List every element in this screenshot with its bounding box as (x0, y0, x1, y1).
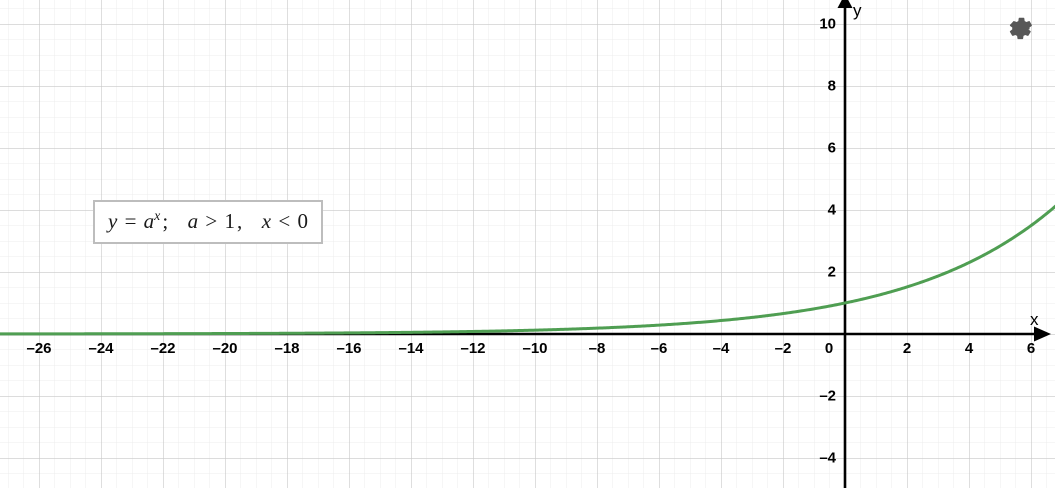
y-axis-label: y (853, 1, 862, 20)
eq-less-than: < (278, 209, 291, 233)
eq-condition-x: x (261, 209, 272, 233)
x-tick-label: –24 (88, 340, 114, 357)
y-tick-label: –4 (819, 449, 836, 467)
equation-annotation-box[interactable]: y = ax; a > 1, x < 0 (93, 200, 323, 245)
x-tick-label: 2 (902, 340, 912, 357)
y-tick-label: 8 (827, 77, 836, 95)
y-tick-label: 2 (827, 263, 836, 281)
x-tick-label: –2 (774, 340, 792, 357)
y-tick-label: 6 (827, 139, 836, 157)
eq-comma: , (237, 209, 243, 233)
eq-lhs-y: y (108, 209, 118, 233)
exponential-curve (0, 204, 1055, 336)
x-tick-label: –18 (274, 340, 300, 357)
eq-exponent-x: x (154, 208, 161, 223)
x-tick-label: –6 (650, 340, 668, 357)
x-tick-label: 0 (824, 340, 834, 357)
x-tick-label: –16 (336, 340, 362, 357)
x-axis-arrowhead (1034, 326, 1051, 342)
x-tick-label: 4 (964, 340, 974, 357)
y-axis-arrowhead (837, 0, 853, 8)
x-tick-label: –14 (398, 340, 424, 357)
eq-equals: = (124, 209, 137, 233)
x-tick-label: –26 (26, 340, 52, 357)
y-tick-label: 10 (819, 15, 836, 33)
x-tick-label: –12 (460, 340, 486, 357)
y-tick-label: 4 (827, 201, 836, 219)
eq-one: 1 (224, 209, 236, 233)
eq-greater-than: > (205, 209, 218, 233)
x-axis-label: x (1030, 310, 1039, 329)
eq-semicolon: ; (162, 209, 169, 233)
x-tick-label: 6 (1026, 340, 1036, 357)
x-tick-label: –8 (588, 340, 606, 357)
x-tick-label: –10 (522, 340, 548, 357)
eq-base-a: a (143, 209, 155, 233)
gear-icon (1009, 17, 1032, 40)
eq-condition-a: a (187, 209, 199, 233)
x-tick-label: –4 (712, 340, 730, 357)
y-tick-label: –2 (819, 387, 836, 405)
eq-zero: 0 (297, 209, 308, 233)
settings-button[interactable] (1005, 13, 1034, 42)
x-tick-label: –22 (150, 340, 176, 357)
x-tick-label: –20 (212, 340, 238, 357)
